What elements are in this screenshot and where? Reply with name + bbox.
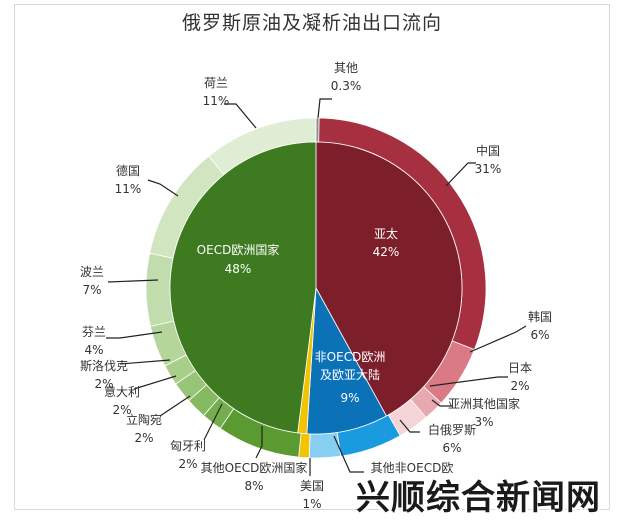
inner-label-1-b: 及欧亚大陆 (320, 367, 380, 382)
watermark: 兴顺综合新闻网 (356, 478, 601, 518)
leader-line-9 (203, 403, 223, 441)
leader-line-11 (133, 375, 177, 390)
leader-line-4 (431, 399, 452, 407)
outer-label-6: 其他非OECD欧 (371, 461, 454, 475)
outer-value-4: 3% (474, 415, 493, 429)
outer-value-15: 11% (115, 182, 142, 196)
inner-label-0: 亚太 (374, 226, 398, 241)
outer-label-15: 德国 (116, 163, 140, 178)
outer-label-10: 立陶宛 (126, 412, 162, 427)
outer-value-16: 11% (203, 94, 230, 108)
outer-value-12: 2% (94, 377, 113, 391)
leader-line-3 (429, 376, 508, 387)
outer-label-4: 亚洲其他国家 (448, 396, 520, 411)
outer-label-16: 荷兰 (204, 76, 228, 90)
outer-value-13: 4% (84, 343, 103, 357)
leader-line-12 (119, 359, 171, 365)
outer-value-3: 2% (510, 379, 529, 393)
outer-slice-6 (308, 431, 342, 459)
outer-label-9: 匈牙利 (170, 439, 206, 453)
outer-label-11: 意大利 (104, 384, 140, 399)
leader-line-10 (159, 395, 191, 417)
inner-slice-0 (315, 141, 463, 417)
outer-value-9: 2% (178, 457, 197, 471)
inner-value-3: 48% (225, 262, 252, 276)
outer-value-10: 2% (134, 431, 153, 445)
inner-label-1: 非OECD欧洲 (315, 350, 386, 364)
outer-value-5: 6% (442, 441, 461, 455)
outer-label-5: 白俄罗斯 (428, 422, 476, 437)
leader-line-0 (317, 98, 332, 119)
leader-line-15 (147, 179, 179, 197)
inner-label-3: OECD欧洲国家 (197, 242, 280, 257)
leader-line-13 (106, 331, 163, 339)
outer-value-7: 1% (302, 497, 321, 511)
leader-line-14 (107, 279, 159, 283)
outer-label-13: 芬兰 (82, 325, 106, 339)
outer-value-1: 31% (475, 162, 502, 176)
leader-line-1 (445, 162, 476, 187)
leader-line-2 (469, 325, 527, 353)
outer-value-0: 0.3% (331, 79, 362, 93)
outer-value-14: 7% (82, 283, 101, 297)
outer-label-12: 斯洛伐克 (80, 358, 128, 373)
chart-title: 俄罗斯原油及凝析油出口流向 (181, 12, 442, 34)
outer-label-1: 中国 (476, 143, 500, 158)
leader-line-5 (399, 419, 420, 433)
outer-value-11: 2% (112, 403, 131, 417)
outer-label-14: 波兰 (80, 265, 104, 279)
outer-label-2: 韩国 (528, 309, 552, 324)
outer-label-0: 其他 (334, 61, 358, 75)
inner-slice-1 (306, 286, 387, 435)
outer-label-3: 日本 (508, 361, 532, 375)
outer-value-8: 8% (244, 479, 263, 493)
leader-line-16 (224, 103, 257, 129)
inner-slice-3 (169, 141, 317, 434)
inner-value-0: 42% (373, 245, 400, 259)
outer-label-8: 其他OECD欧洲国家 (201, 460, 308, 475)
leader-line-6 (333, 435, 364, 473)
outer-value-2: 6% (530, 328, 549, 342)
outer-label-7: 美国 (300, 479, 324, 493)
inner-value-1: 9% (340, 391, 359, 405)
leader-line-8 (255, 426, 263, 459)
